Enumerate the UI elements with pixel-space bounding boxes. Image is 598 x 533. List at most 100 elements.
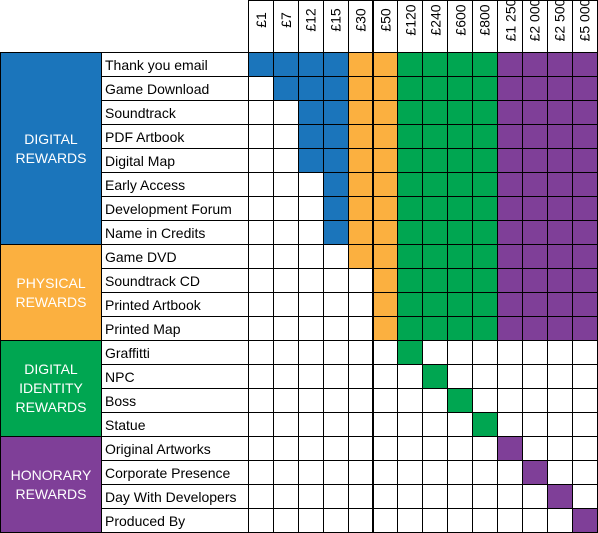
- matrix-cell-included: [546, 148, 573, 173]
- matrix-cell-empty: [422, 508, 449, 533]
- matrix-cell-empty: [248, 388, 274, 413]
- matrix-cell-included: [571, 268, 598, 293]
- matrix-cell-included: [472, 412, 498, 437]
- matrix-cell-included: [372, 316, 399, 341]
- matrix-cell-empty: [397, 508, 424, 533]
- matrix-cell-included: [546, 292, 573, 317]
- matrix-cell-included: [297, 124, 324, 149]
- matrix-cell-empty: [297, 508, 324, 533]
- matrix-cell-included: [521, 52, 548, 77]
- reward-group-label: DIGITAL IDENTITY REWARDS: [15, 361, 87, 415]
- matrix-cell-included: [571, 292, 598, 317]
- matrix-cell-included: [497, 76, 523, 101]
- matrix-cell-included: [422, 196, 449, 221]
- matrix-cell-included: [397, 340, 424, 365]
- matrix-cell-empty: [571, 340, 598, 365]
- matrix-cell-included: [347, 148, 374, 173]
- tier-header: £2 000: [521, 0, 548, 53]
- matrix-cell-included: [297, 148, 324, 173]
- matrix-cell-empty: [322, 292, 349, 317]
- matrix-cell-included: [521, 316, 548, 341]
- matrix-cell-included: [397, 100, 424, 125]
- matrix-cell-empty: [347, 268, 374, 293]
- matrix-cell-empty: [272, 292, 299, 317]
- matrix-cell-empty: [447, 460, 474, 485]
- matrix-cell-included: [372, 76, 399, 101]
- matrix-cell-included: [497, 316, 523, 341]
- matrix-cell-included: [322, 148, 349, 173]
- matrix-cell-empty: [397, 388, 424, 413]
- tier-label: £1: [252, 12, 269, 28]
- matrix-cell-empty: [372, 508, 399, 533]
- tier-header: £800: [472, 0, 498, 53]
- matrix-cell-empty: [497, 412, 523, 437]
- matrix-cell-included: [571, 52, 598, 77]
- matrix-cell-empty: [272, 364, 299, 389]
- tier-header: £7: [272, 0, 299, 53]
- matrix-cell-empty: [571, 484, 598, 509]
- matrix-cell-included: [422, 220, 449, 245]
- matrix-cell-included: [347, 76, 374, 101]
- matrix-cell-included: [422, 268, 449, 293]
- matrix-cell-empty: [322, 316, 349, 341]
- matrix-cell-included: [272, 76, 299, 101]
- reward-label: Game DVD: [101, 244, 249, 269]
- matrix-cell-empty: [347, 316, 374, 341]
- matrix-cell-empty: [272, 412, 299, 437]
- matrix-cell-included: [571, 148, 598, 173]
- matrix-cell-empty: [248, 196, 274, 221]
- matrix-cell-empty: [521, 436, 548, 461]
- reward-group-label: HONORARY REWARDS: [10, 466, 92, 502]
- matrix-cell-included: [497, 124, 523, 149]
- matrix-cell-included: [322, 172, 349, 197]
- matrix-cell-included: [571, 316, 598, 341]
- matrix-cell-empty: [272, 124, 299, 149]
- matrix-cell-empty: [472, 364, 498, 389]
- matrix-cell-empty: [248, 340, 274, 365]
- matrix-cell-included: [372, 244, 399, 269]
- matrix-cell-included: [497, 148, 523, 173]
- matrix-cell-empty: [521, 388, 548, 413]
- matrix-cell-included: [447, 100, 474, 125]
- matrix-cell-included: [472, 172, 498, 197]
- matrix-cell-empty: [447, 412, 474, 437]
- reward-group-label: DIGITAL REWARDS: [15, 130, 87, 166]
- matrix-cell-included: [447, 244, 474, 269]
- matrix-cell-included: [397, 76, 424, 101]
- matrix-cell-included: [472, 244, 498, 269]
- matrix-cell-included: [422, 364, 449, 389]
- matrix-cell-included: [447, 220, 474, 245]
- reward-group: DIGITAL REWARDS: [0, 52, 102, 245]
- matrix-cell-included: [472, 124, 498, 149]
- matrix-cell-included: [497, 436, 523, 461]
- matrix-cell-included: [372, 220, 399, 245]
- matrix-cell-empty: [297, 412, 324, 437]
- matrix-cell-empty: [472, 508, 498, 533]
- matrix-cell-empty: [248, 268, 274, 293]
- matrix-cell-included: [422, 148, 449, 173]
- matrix-cell-empty: [248, 412, 274, 437]
- matrix-cell-empty: [546, 340, 573, 365]
- matrix-cell-empty: [347, 460, 374, 485]
- matrix-cell-empty: [521, 364, 548, 389]
- matrix-cell-included: [521, 148, 548, 173]
- matrix-cell-included: [372, 292, 399, 317]
- matrix-cell-included: [447, 196, 474, 221]
- matrix-cell-included: [546, 100, 573, 125]
- matrix-cell-empty: [248, 76, 274, 101]
- matrix-cell-empty: [297, 340, 324, 365]
- matrix-cell-included: [347, 172, 374, 197]
- matrix-cell-empty: [272, 196, 299, 221]
- matrix-cell-empty: [472, 388, 498, 413]
- matrix-cell-empty: [571, 388, 598, 413]
- matrix-cell-included: [521, 244, 548, 269]
- matrix-cell-included: [447, 172, 474, 197]
- matrix-cell-included: [447, 292, 474, 317]
- tier-label: £5 000: [576, 0, 593, 42]
- matrix-cell-empty: [272, 268, 299, 293]
- matrix-cell-empty: [272, 388, 299, 413]
- matrix-cell-empty: [546, 412, 573, 437]
- matrix-cell-empty: [472, 340, 498, 365]
- matrix-cell-included: [347, 52, 374, 77]
- matrix-cell-empty: [422, 484, 449, 509]
